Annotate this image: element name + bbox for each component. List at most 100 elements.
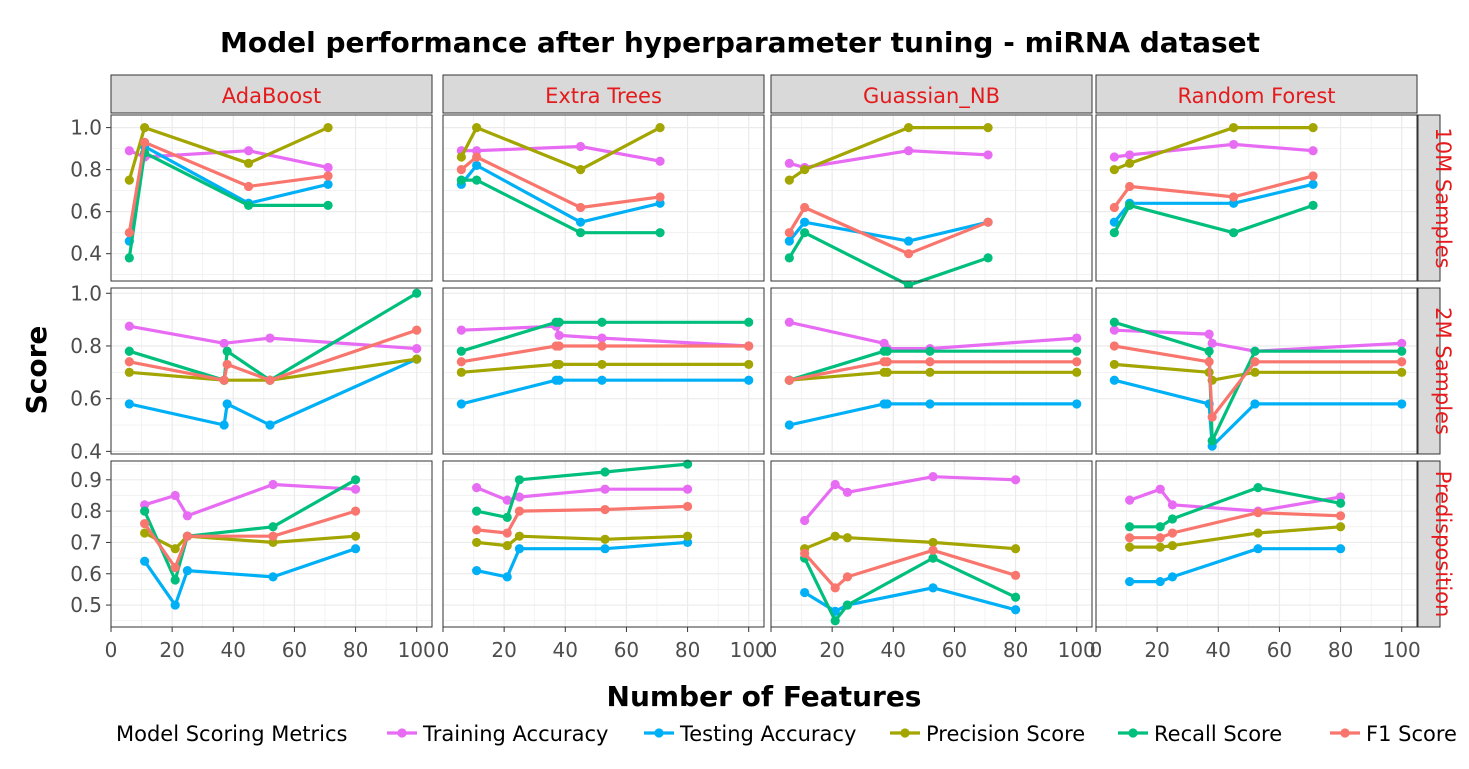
x-tick-label: 60 <box>282 638 307 662</box>
data-point <box>928 553 938 563</box>
data-point <box>784 175 794 185</box>
data-point <box>784 375 794 385</box>
column-strip-random-forest: Random Forest <box>1095 74 1418 114</box>
series-f1-score <box>456 341 754 367</box>
panel-guassian-nb-predisposition <box>770 460 1093 628</box>
panel-border <box>442 287 765 455</box>
data-point <box>928 545 938 555</box>
data-point <box>514 531 525 541</box>
data-point <box>600 534 610 544</box>
series-precision-score <box>456 123 665 175</box>
data-point <box>1335 522 1346 532</box>
series-recall-score <box>456 317 754 356</box>
x-tick-label: 80 <box>1328 638 1353 662</box>
data-point <box>1308 171 1318 181</box>
y-tick-label: 0.8 <box>70 334 102 358</box>
data-point <box>784 253 794 263</box>
data-point <box>182 511 193 521</box>
data-point <box>222 346 232 356</box>
data-point <box>1072 346 1082 356</box>
x-tick-label: 40 <box>221 638 246 662</box>
series-line <box>1113 125 1314 172</box>
data-point <box>800 548 810 558</box>
data-point <box>323 123 333 133</box>
data-point <box>1250 346 1260 356</box>
data-point <box>1397 357 1407 367</box>
data-point <box>1109 217 1119 227</box>
data-point <box>1250 367 1260 377</box>
data-point <box>1228 123 1239 133</box>
series-precision-score <box>1125 522 1346 552</box>
data-point <box>472 566 482 576</box>
row-strip-label: Predisposition <box>1431 471 1455 618</box>
series-recall-score <box>124 148 333 263</box>
data-point <box>222 359 232 370</box>
series-testing-accuracy <box>124 354 422 430</box>
data-point <box>170 544 180 554</box>
data-point <box>983 217 993 227</box>
column-strip-adaboost: AdaBoost <box>110 74 433 114</box>
data-point <box>472 152 482 162</box>
y-tick-label: 0.6 <box>70 200 102 224</box>
series-f1-score <box>124 137 333 238</box>
legend-key-point <box>397 728 407 738</box>
data-point <box>243 200 254 210</box>
data-point <box>502 495 512 505</box>
data-point <box>554 317 564 327</box>
x-tick-label: 20 <box>819 638 844 662</box>
series-precision-score <box>784 123 993 185</box>
data-point <box>1253 528 1263 538</box>
series-training-accuracy <box>472 483 693 505</box>
data-point <box>243 181 254 192</box>
y-tick-label: 0.4 <box>70 242 102 266</box>
series-line <box>129 324 417 351</box>
legend-key-point <box>1340 728 1350 738</box>
data-point <box>1204 357 1214 367</box>
data-point <box>842 487 853 497</box>
data-point <box>219 338 229 348</box>
panel-border <box>770 114 1093 282</box>
data-point <box>1125 150 1135 160</box>
data-point <box>1125 181 1135 192</box>
data-point <box>744 359 754 370</box>
data-point <box>1204 329 1214 339</box>
data-point <box>1308 146 1318 156</box>
x-tick-label: 100 <box>398 638 436 662</box>
column-strip-label: Guassian_NB <box>863 84 1000 109</box>
data-point <box>472 160 482 171</box>
data-point <box>784 158 794 168</box>
data-point <box>350 531 361 541</box>
series-line <box>129 357 417 382</box>
data-point <box>682 531 693 541</box>
data-point <box>502 572 512 582</box>
panel-random-forest-predisposition <box>1095 460 1418 628</box>
x-tick-label: 100 <box>730 638 768 662</box>
legend-item-precision-score: Precision Score <box>890 722 1085 746</box>
series-line <box>787 231 989 287</box>
data-point <box>1397 399 1407 409</box>
data-point <box>1253 508 1263 518</box>
data-point <box>1228 192 1239 202</box>
data-point <box>1010 544 1021 554</box>
data-point <box>1010 570 1021 580</box>
data-point <box>800 202 810 213</box>
legend-label: F1 Score <box>1366 722 1457 746</box>
x-tick-label: 40 <box>1206 638 1231 662</box>
data-point <box>744 375 754 385</box>
data-point <box>222 399 232 409</box>
data-point <box>140 528 150 538</box>
row-strip-label: 2M Samples <box>1431 307 1455 435</box>
series-f1-score <box>140 506 361 573</box>
data-point <box>472 525 482 535</box>
y-tick-label: 0.4 <box>70 439 102 463</box>
panel-extra-trees-10m-samples <box>442 114 765 282</box>
data-point <box>882 367 892 377</box>
data-point <box>682 484 693 494</box>
series-training-accuracy <box>140 479 361 521</box>
series-training-accuracy <box>800 472 1021 526</box>
data-point <box>170 562 180 573</box>
data-point <box>170 490 180 501</box>
data-point <box>1109 165 1119 175</box>
series-line <box>127 140 329 233</box>
data-point <box>655 192 665 202</box>
